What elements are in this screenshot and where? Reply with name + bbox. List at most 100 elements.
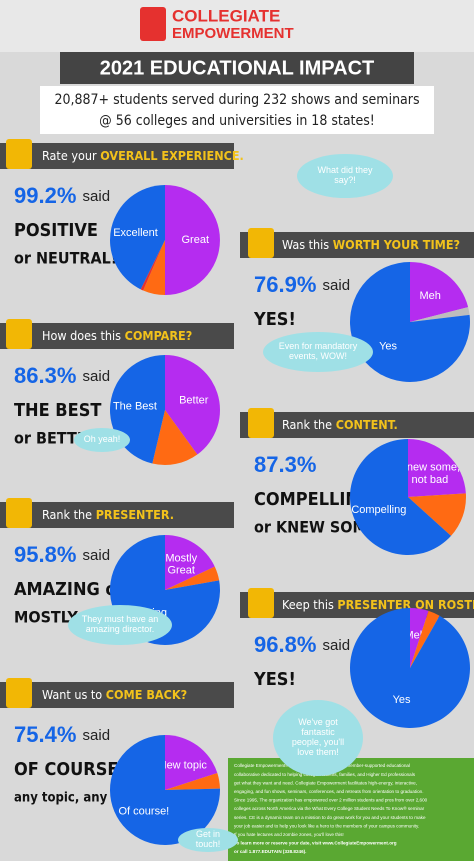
footer-text: To learn more or reserve your date, visi…: [234, 841, 397, 846]
pie-slice: [350, 439, 452, 555]
pie-slice: [109, 185, 165, 290]
pie-slice: [350, 262, 471, 382]
speech-bubble: [68, 605, 172, 645]
section-icon: [6, 498, 32, 528]
section-bar: [240, 412, 474, 438]
footer-text: or call 1.877.EDUTAIN (338.8246).: [234, 849, 306, 854]
pie-slice: [165, 185, 220, 295]
stat-said: said: [83, 368, 111, 385]
title: 2021 EDUCATIONAL IMPACT: [100, 57, 374, 79]
section-title: Keep this PRESENTER ON ROSTER?: [282, 597, 474, 612]
stat-line: POSITIVE: [14, 220, 98, 241]
section-title: Was this WORTH YOUR TIME?: [282, 237, 460, 252]
pie-slice: [408, 493, 467, 536]
title-text: Rank the: [282, 417, 332, 432]
stat: 87.3%: [254, 452, 316, 477]
speech-bubble: [178, 828, 238, 852]
section-icon: [6, 139, 32, 169]
bubble-text: Yes: [379, 341, 397, 353]
pie-slice: [408, 439, 466, 497]
stat-line: COMPELLING: [254, 489, 372, 510]
stat-said: said: [83, 188, 111, 205]
pie-slice: [140, 240, 165, 291]
bubble-text: The Best: [113, 400, 157, 412]
pie-slice: [410, 608, 429, 668]
title-emphasis: COMPARE?: [125, 328, 193, 343]
subtitle: 20,887+ students served during 232 shows…: [54, 92, 419, 108]
section-bar: [0, 323, 234, 349]
title-emphasis: COME BACK?: [106, 687, 187, 702]
section-icon: [248, 228, 274, 258]
section-title: Rank the CONTENT.: [282, 417, 398, 432]
brand: COLLEGIATE: [172, 6, 280, 25]
pie-slice: [165, 735, 218, 790]
stat-line: THE BEST: [14, 400, 101, 421]
pie-slice: [143, 240, 165, 295]
title-text: How does this: [42, 328, 121, 343]
stat-line: or KNEW SOME!: [254, 518, 383, 537]
bubble-text: Oh yeah!: [84, 434, 121, 444]
title-emphasis: PRESENTER.: [96, 507, 174, 522]
footer-box: [228, 758, 474, 861]
header-band: [0, 0, 474, 52]
title-emphasis: PRESENTER ON ROSTER?: [337, 597, 474, 612]
speech-bubble: [297, 154, 393, 198]
title-emphasis: CONTENT.: [336, 417, 398, 432]
footer-text: get what they want and need. Collegiate …: [234, 780, 417, 785]
bubble-text: Mostly Great: [165, 552, 197, 576]
bubble-text: Knew some, not bad: [400, 462, 461, 486]
stat-said: said: [83, 547, 111, 564]
stat-value: 99.2%: [14, 183, 76, 208]
section-title: How does this COMPARE?: [42, 328, 192, 343]
pie-slice: [165, 355, 220, 455]
title-emphasis: WORTH YOUR TIME?: [333, 237, 460, 252]
bubble-text: Compelling: [351, 504, 406, 516]
stat: 86.3% said: [14, 363, 110, 388]
speech-bubble: [263, 332, 373, 372]
stat-value: 96.8%: [254, 632, 316, 657]
bubble-text: Excellent: [113, 227, 158, 239]
footer-text: series. CE is a dynamic team on a missio…: [234, 815, 426, 820]
section-icon: [248, 588, 274, 618]
stat-line: OF COURSE: [14, 759, 118, 780]
footer-text: If you hate lectures and zombie zones, y…: [234, 832, 344, 837]
pie-slice: [350, 608, 471, 729]
title-emphasis: OVERALL EXPERIENCE.: [100, 148, 244, 163]
title-text: Rank the: [42, 507, 92, 522]
footer-text: Since 1995, The organization has empower…: [234, 798, 428, 803]
bubble-text: Better: [179, 395, 209, 407]
stat-said: said: [323, 637, 351, 654]
title-bar: [60, 52, 414, 84]
bubble-text: Of course!: [119, 806, 170, 818]
stat: 76.9% said: [254, 272, 350, 297]
bubble-text: Great: [181, 234, 209, 246]
section-title: Want us to COME BACK?: [42, 687, 187, 702]
stat: 96.8% said: [254, 632, 350, 657]
title-text: Rate your: [42, 148, 97, 163]
title-text: Was this: [282, 237, 329, 252]
pie-slice: [410, 262, 469, 322]
section-bar: [240, 232, 474, 258]
footer-text: your job easier and to help you look lik…: [234, 823, 419, 828]
pie-slice: [152, 410, 198, 465]
stat-value: 95.8%: [14, 542, 76, 567]
pie-slice: [165, 535, 215, 590]
footer-text: engaging, and fun shows, seminars, confe…: [234, 789, 423, 794]
stat-line: AMAZING or: [14, 579, 125, 600]
bubble-text: Even for mandatory events, WOW!: [279, 341, 358, 361]
bubble-text: What did they say?!: [317, 165, 373, 185]
section-bar: [0, 502, 234, 528]
stat-line: YES!: [253, 669, 296, 690]
title-text: Want us to: [42, 687, 102, 702]
pie-slice: [165, 773, 220, 790]
bubble-text: Get in touch!: [196, 829, 221, 849]
section-bar: [0, 682, 234, 708]
footer-text: colleges across North America via the Wh…: [234, 805, 425, 811]
stat: 99.2% said: [14, 183, 110, 208]
stat-value: 76.9%: [254, 272, 316, 297]
section-bar: [0, 143, 234, 169]
bubble-text: New topic: [159, 759, 208, 771]
section-icon: [6, 319, 32, 349]
bubble-text: We've got fantastic people, you'll love the…: [292, 718, 344, 758]
